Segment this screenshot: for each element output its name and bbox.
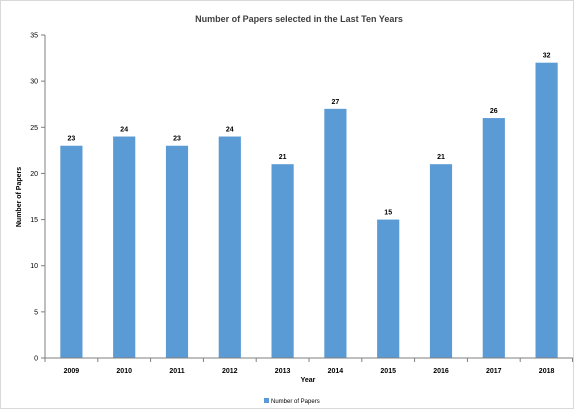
bar-2018: [535, 62, 558, 358]
y-tick-label: 35: [30, 33, 38, 40]
x-tick-label-2010: 2010: [116, 368, 132, 375]
data-label-2018: 32: [543, 53, 551, 60]
chart-title: Number of Papers selected in the Last Te…: [195, 14, 403, 24]
data-label-2009: 23: [68, 136, 76, 143]
y-tick-label: 5: [34, 309, 38, 316]
y-tick-label: 25: [30, 125, 38, 132]
y-axis-ticks: 0 5 10 15 20 25 30 35: [30, 33, 45, 363]
x-tick-label-2017: 2017: [486, 368, 502, 375]
data-label-2017: 26: [490, 108, 498, 115]
data-labels: 23 24 23 24 21 27 15 21 26 32: [68, 53, 551, 217]
x-tick-label-2018: 2018: [539, 368, 555, 375]
y-tick-label: 10: [30, 263, 38, 270]
bar-2009: [60, 145, 83, 358]
y-tick-label: 0: [34, 356, 38, 363]
x-tick-label-2015: 2015: [380, 368, 396, 375]
legend: Number of Papers: [264, 398, 320, 405]
x-axis-ticks: 2009 2010 2011 2012 2013 2014 2015 2016 2017 2018: [44, 358, 573, 375]
bar-2013: [271, 164, 294, 358]
data-label-2013: 21: [279, 154, 287, 161]
legend-swatch: [264, 398, 269, 403]
x-tick-label-2014: 2014: [328, 368, 344, 375]
legend-label: Number of Papers: [271, 399, 320, 405]
bar-2014: [324, 108, 347, 358]
bar-2011: [165, 145, 189, 358]
data-label-2014: 27: [332, 99, 340, 106]
bar-2012: [218, 136, 241, 358]
x-tick-label-2009: 2009: [64, 368, 80, 375]
x-axis-label: Year: [301, 377, 316, 384]
x-tick-label-2016: 2016: [433, 368, 449, 375]
bar-2016: [429, 164, 453, 358]
data-label-2011: 23: [173, 136, 181, 143]
bar-2015: [377, 219, 400, 358]
y-tick-label: 15: [30, 217, 38, 224]
data-label-2016: 21: [437, 154, 445, 161]
bar-2017: [482, 118, 505, 358]
bar-2010: [113, 136, 136, 358]
y-axis-label: Number of Papers: [16, 167, 23, 227]
x-tick-label-2013: 2013: [275, 368, 291, 375]
bars: [60, 62, 558, 358]
x-tick-label-2011: 2011: [169, 368, 184, 375]
y-tick-label: 20: [30, 171, 38, 178]
data-label-2015: 15: [384, 210, 392, 217]
data-label-2010: 24: [120, 127, 128, 134]
data-label-2012: 24: [226, 127, 234, 134]
y-tick-label: 30: [30, 79, 38, 86]
x-tick-label-2012: 2012: [222, 368, 238, 375]
